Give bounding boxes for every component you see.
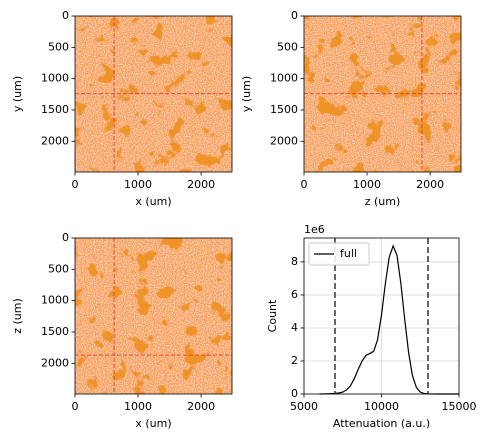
x-tick-label: 2000 — [187, 178, 215, 191]
x-tick-label: 1000 — [353, 178, 381, 191]
x-axis-label: z (um) — [365, 195, 401, 208]
x-tick-label: 2000 — [187, 400, 215, 413]
axes-frame — [303, 15, 462, 173]
y-tick-label: 2000 — [41, 356, 69, 369]
y-tick-label: 500 — [277, 40, 298, 53]
legend-box — [308, 242, 370, 266]
x-tick-label: 2000 — [416, 178, 444, 191]
x-tick-label: 0 — [72, 178, 79, 191]
y-tick-label: 0 — [62, 231, 69, 244]
y-tick-label: 1500 — [41, 325, 69, 338]
axes-frame — [74, 15, 233, 173]
series-line — [319, 244, 459, 395]
y-tick-label: 0 — [291, 387, 298, 400]
x-axis-label: x (um) — [135, 417, 171, 430]
x-axis-label: Attenuation (a.u.) — [333, 417, 430, 430]
legend-label: full — [340, 247, 357, 260]
y-tick-label: 4 — [291, 321, 298, 334]
y-tick-label: 500 — [48, 40, 69, 53]
y-tick-label: 2000 — [270, 134, 298, 147]
x-tick-label: 1000 — [124, 400, 152, 413]
y-tick-label: 0 — [291, 9, 298, 22]
axes-frame — [74, 237, 233, 395]
y-axis-label: Count — [266, 299, 279, 332]
y-tick-label: 500 — [48, 262, 69, 275]
y-tick-label: 0 — [62, 9, 69, 22]
y-tick-label: 1000 — [41, 72, 69, 85]
y-tick-label: 1500 — [270, 103, 298, 116]
y-axis-label: y (um) — [240, 76, 253, 112]
x-tick-label: 5000 — [290, 400, 318, 413]
y-tick-label: 1000 — [41, 294, 69, 307]
offset-label: 1e6 — [304, 223, 325, 236]
y-tick-label: 8 — [291, 255, 298, 268]
y-tick-label: 2000 — [41, 134, 69, 147]
y-axis-label: z (um) — [11, 298, 24, 334]
x-tick-label: 0 — [72, 400, 79, 413]
y-tick-label: 1500 — [41, 103, 69, 116]
y-tick-label: 6 — [291, 288, 298, 301]
x-tick-label: 0 — [301, 178, 308, 191]
x-tick-label: 1000 — [124, 178, 152, 191]
y-tick-label: 1000 — [270, 72, 298, 85]
x-tick-label: 10000 — [364, 400, 399, 413]
x-tick-label: 15000 — [442, 400, 477, 413]
image-slice — [75, 238, 232, 394]
y-axis-label: y (um) — [11, 76, 24, 112]
y-tick-label: 2 — [291, 354, 298, 367]
x-axis-label: x (um) — [135, 195, 171, 208]
